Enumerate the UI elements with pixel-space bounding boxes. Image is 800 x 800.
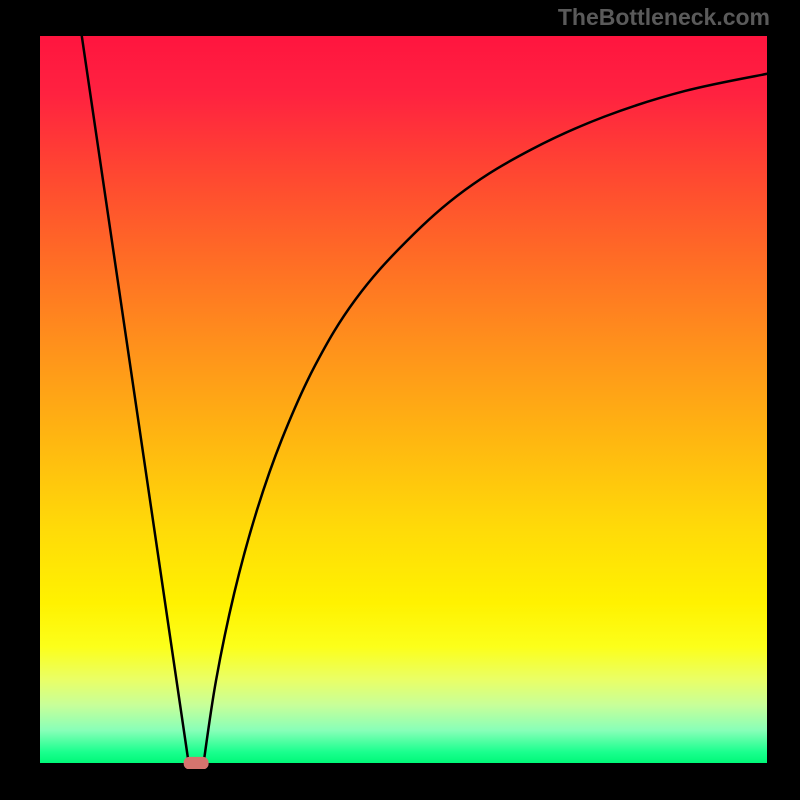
plot-area: [37, 33, 770, 766]
gradient-background: [40, 36, 767, 763]
chart-container: { "chart": { "type": "line", "width_px":…: [0, 0, 800, 800]
watermark-text: TheBottleneck.com: [558, 4, 770, 31]
